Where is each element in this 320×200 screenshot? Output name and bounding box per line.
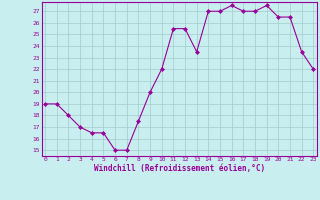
X-axis label: Windchill (Refroidissement éolien,°C): Windchill (Refroidissement éolien,°C) [94,164,265,173]
